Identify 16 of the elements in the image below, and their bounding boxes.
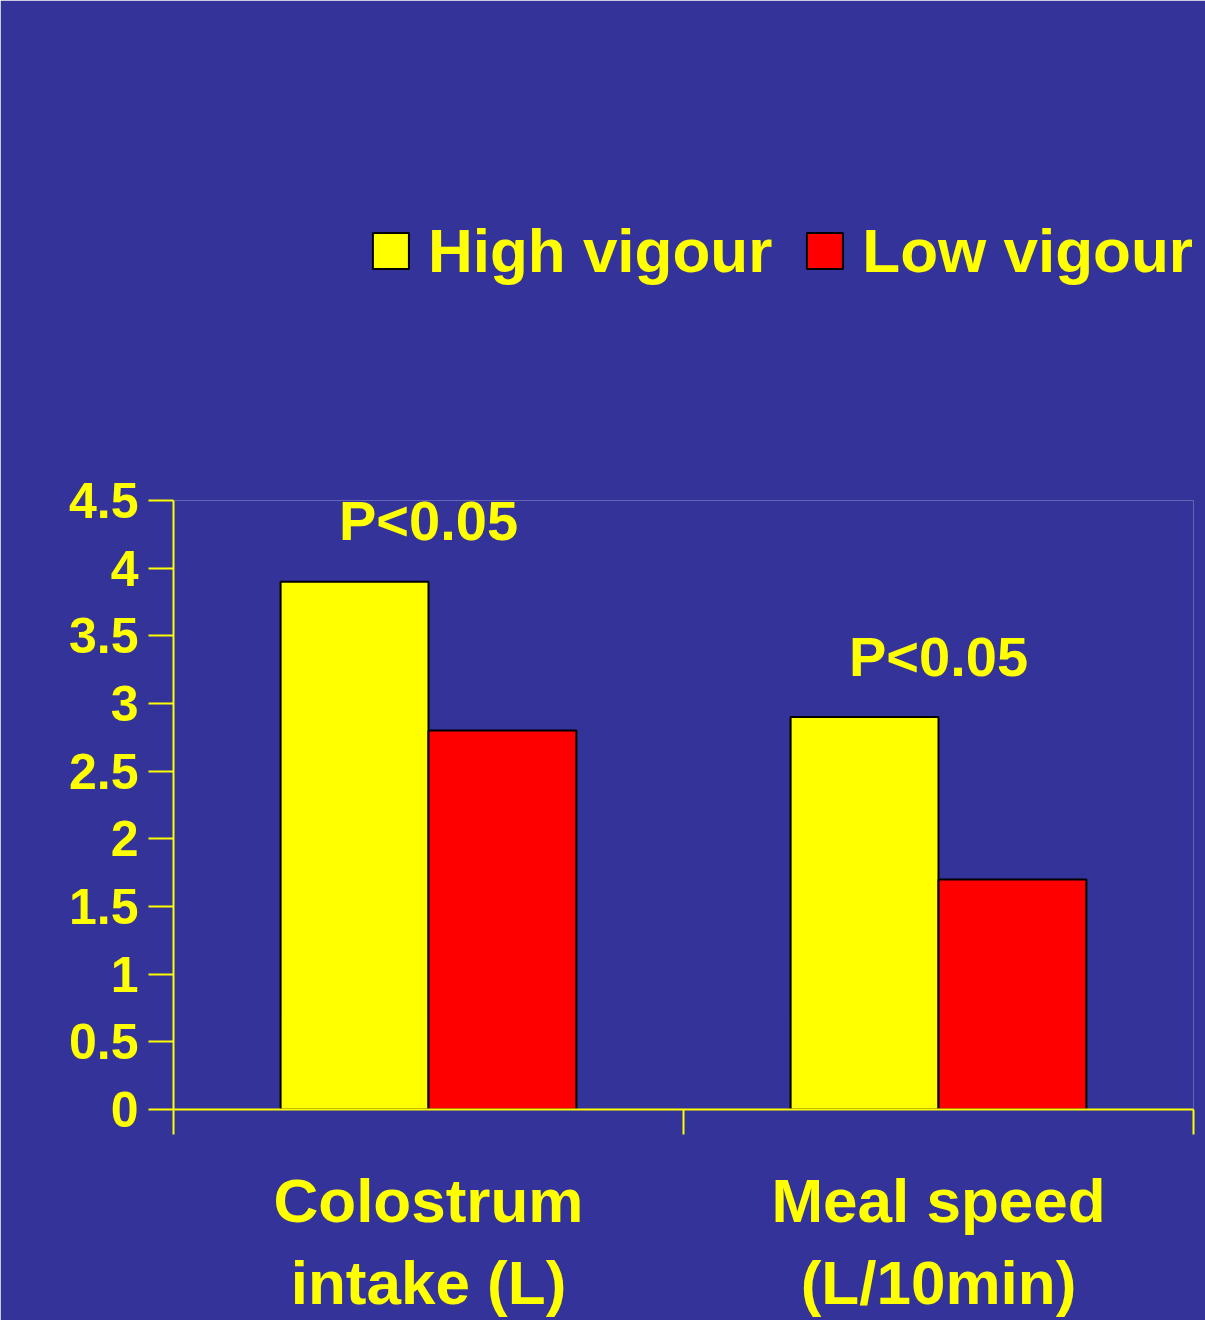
x-tick-label: Meal speed (L/10min) bbox=[771, 1165, 1106, 1318]
y-tick-label: 2 bbox=[110, 811, 139, 868]
x-tick-label: Colostrum intake (L) bbox=[273, 1165, 584, 1318]
y-tick-label: 3.5 bbox=[68, 608, 139, 665]
legend-label: Low vigour bbox=[862, 214, 1193, 286]
y-tick-label: 4.5 bbox=[68, 473, 139, 529]
y-tick-label: 2.5 bbox=[68, 743, 139, 800]
annotation: P<0.05 bbox=[338, 489, 519, 553]
y-tick-label: 3 bbox=[110, 676, 139, 732]
y-tick-label: 0 bbox=[110, 1082, 139, 1138]
annotation: P<0.05 bbox=[848, 624, 1029, 688]
y-tick-label: 1 bbox=[110, 946, 139, 1003]
y-tick-label: 1.5 bbox=[68, 879, 139, 935]
y-tick-label: 4 bbox=[110, 540, 139, 597]
y-tick-label: 0.5 bbox=[68, 1014, 139, 1071]
legend-label: High vigour bbox=[427, 214, 773, 286]
